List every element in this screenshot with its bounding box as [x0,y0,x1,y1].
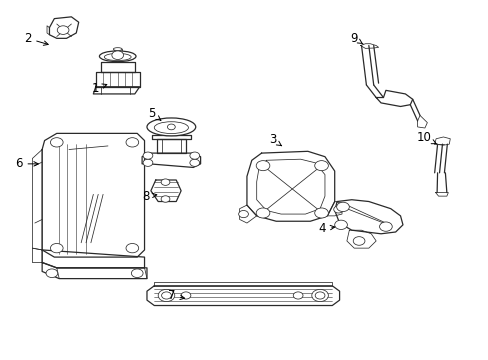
Polygon shape [142,153,200,167]
Circle shape [293,292,303,299]
Circle shape [143,159,153,166]
Circle shape [126,138,139,147]
Circle shape [181,292,190,299]
Text: 7: 7 [167,289,184,302]
Polygon shape [417,116,427,128]
Circle shape [189,152,199,159]
Polygon shape [346,230,375,248]
Circle shape [161,292,171,299]
Polygon shape [375,90,412,107]
Polygon shape [42,262,147,279]
Polygon shape [47,26,49,35]
Circle shape [131,269,143,278]
Polygon shape [151,180,181,202]
Circle shape [336,202,348,212]
Polygon shape [157,139,185,153]
Circle shape [256,208,269,218]
Polygon shape [246,151,334,221]
Polygon shape [32,248,42,262]
Polygon shape [435,193,447,196]
Circle shape [333,206,343,213]
Polygon shape [101,62,135,72]
Circle shape [311,289,328,302]
Circle shape [143,152,153,159]
Polygon shape [114,49,122,55]
Circle shape [50,138,63,147]
Ellipse shape [99,51,136,62]
Polygon shape [334,200,402,234]
Polygon shape [256,159,325,214]
Text: 8: 8 [142,190,157,203]
Text: 5: 5 [148,107,161,120]
Circle shape [314,161,328,171]
Text: 10: 10 [416,131,436,144]
Polygon shape [434,137,449,145]
Circle shape [161,179,169,185]
Text: 2: 2 [24,32,48,45]
Circle shape [256,161,269,171]
Circle shape [57,26,69,35]
Circle shape [161,196,169,202]
Circle shape [167,124,175,130]
Polygon shape [93,87,140,94]
Polygon shape [42,250,144,268]
Circle shape [46,269,58,278]
Circle shape [189,159,199,166]
Circle shape [50,243,63,253]
Polygon shape [154,282,331,286]
Polygon shape [42,134,144,257]
Circle shape [158,289,174,302]
Polygon shape [327,202,341,216]
Polygon shape [360,44,378,48]
Circle shape [352,237,364,245]
Polygon shape [49,17,79,39]
Polygon shape [239,205,256,223]
Circle shape [315,292,325,299]
Circle shape [238,211,248,218]
Polygon shape [96,72,140,87]
Polygon shape [32,149,42,250]
Text: 6: 6 [15,157,38,170]
Circle shape [379,222,391,231]
Text: 3: 3 [268,133,281,146]
Polygon shape [152,135,190,139]
Ellipse shape [147,118,195,136]
Circle shape [112,51,123,59]
Text: 9: 9 [350,32,363,45]
Circle shape [126,243,139,253]
Ellipse shape [113,48,122,50]
Polygon shape [57,268,147,279]
Polygon shape [147,286,339,306]
Text: 1: 1 [92,82,106,95]
Text: 4: 4 [318,222,334,235]
Circle shape [334,220,346,229]
Circle shape [314,208,328,218]
